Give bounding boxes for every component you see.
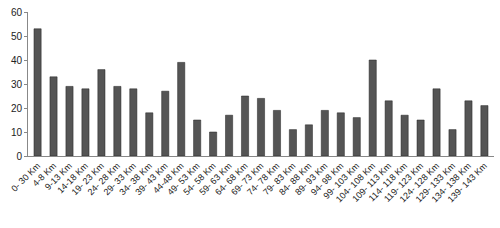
svg-text:50: 50 [11, 31, 23, 42]
svg-text:129- 133 Km: 129- 133 Km [414, 161, 458, 205]
svg-text:49- 53 Km: 49- 53 Km [165, 161, 201, 197]
svg-text:54- 58 Km: 54- 58 Km [181, 161, 217, 197]
svg-text:114- 118 Km: 114- 118 Km [367, 161, 410, 204]
svg-text:40: 40 [11, 55, 23, 66]
svg-text:79- 83 Km: 79- 83 Km [261, 161, 297, 197]
svg-text:124- 128 Km: 124- 128 Km [398, 161, 442, 205]
svg-text:109- 113 Km: 109- 113 Km [350, 161, 393, 204]
svg-text:34- 38 Km: 34- 38 Km [117, 161, 153, 197]
svg-text:59- 63 Km: 59- 63 Km [197, 161, 233, 197]
svg-text:104- 108 Km: 104- 108 Km [334, 161, 378, 205]
svg-text:19- 23 Km: 19- 23 Km [70, 161, 106, 197]
svg-text:139- 143 Km: 139- 143 Km [446, 161, 490, 205]
svg-text:119- 123 Km: 119- 123 Km [382, 161, 425, 204]
svg-text:89- 93 Km: 89- 93 Km [293, 161, 329, 197]
svg-text:60: 60 [11, 7, 23, 18]
svg-text:69- 73 Km: 69- 73 Km [229, 161, 265, 197]
svg-text:30: 30 [11, 79, 23, 90]
svg-text:0: 0 [16, 151, 22, 162]
svg-text:44-48 Km: 44-48 Km [151, 161, 186, 196]
svg-text:20: 20 [11, 103, 23, 114]
svg-text:24- 28 Km: 24- 28 Km [86, 161, 122, 197]
svg-text:84- 88 Km: 84- 88 Km [277, 161, 313, 197]
svg-text:29- 33 Km: 29- 33 Km [101, 161, 137, 197]
svg-text:94- 98 Km: 94- 98 Km [309, 161, 345, 197]
svg-text:0- 30 Km: 0- 30 Km [9, 161, 42, 194]
svg-text:99- 103 Km: 99- 103 Km [321, 161, 361, 201]
svg-text:39- 43 Km: 39- 43 Km [133, 161, 169, 197]
svg-text:74- 78 Km: 74- 78 Km [245, 161, 281, 197]
svg-text:4-8 Km: 4-8 Km [31, 161, 59, 189]
svg-text:134- 138 Km: 134- 138 Km [430, 161, 474, 205]
svg-text:9-13 Km: 9-13 Km [43, 161, 74, 192]
svg-text:64- 68 Km: 64- 68 Km [213, 161, 249, 197]
svg-text:14-18 Km: 14-18 Km [55, 161, 90, 196]
svg-text:10: 10 [11, 127, 23, 138]
